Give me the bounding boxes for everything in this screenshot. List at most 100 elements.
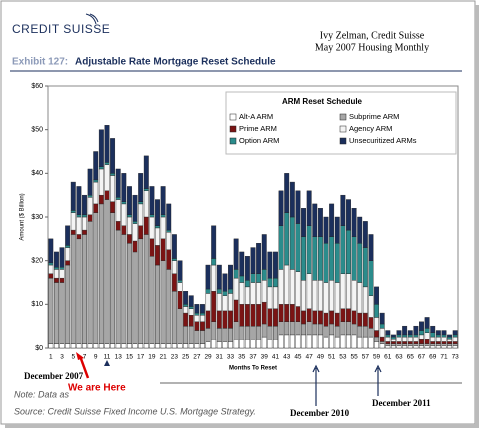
bar-segment (256, 304, 262, 327)
bar-segment (98, 343, 104, 349)
x-tick-label: 15 (126, 354, 134, 361)
bar-segment (267, 308, 273, 327)
bar-segment (110, 212, 116, 344)
bar-segment (413, 343, 419, 347)
bar-segment (126, 234, 132, 244)
bar-segment (121, 234, 127, 344)
bar-segment (435, 343, 441, 347)
bar-segment (278, 190, 284, 226)
bar-segment (273, 325, 278, 340)
bar-segment (334, 242, 340, 283)
bar-segment (362, 336, 368, 349)
x-tick-label: 41 (272, 354, 280, 361)
bar-segment (402, 343, 408, 347)
bar-segment (295, 334, 301, 349)
bar-segment (317, 334, 323, 349)
legend-label: Unsecuritized ARMs (349, 136, 417, 145)
bar-segment (396, 336, 402, 342)
bar-segment (419, 321, 424, 331)
bar-segment (306, 321, 312, 336)
bar-segment (250, 325, 256, 340)
bar-segment (284, 304, 290, 323)
bar-segment (362, 221, 368, 248)
bar-segment (155, 225, 160, 229)
bar-segment (233, 321, 239, 340)
bar-segment (306, 190, 312, 226)
bar-segment (115, 197, 121, 200)
bar-segment (65, 225, 71, 246)
bar-segment (447, 345, 453, 349)
bar-segment (295, 190, 301, 224)
bar-segment (110, 175, 116, 202)
frame-shadow (5, 424, 479, 428)
bar-segment (48, 262, 54, 266)
bar-segment (385, 343, 391, 347)
bar-segment (362, 286, 368, 314)
bar-segment (233, 277, 239, 301)
bar-segment (48, 277, 54, 344)
bar-segment (357, 312, 363, 327)
y-axis-label: Amount ($ Billion) (20, 193, 26, 240)
bar-segment (329, 334, 335, 349)
bar-segment (312, 203, 318, 237)
x-tick-label: 45 (294, 354, 302, 361)
bar-segment (390, 334, 396, 338)
bar-segment (104, 343, 110, 349)
bar-segment (278, 269, 284, 305)
bar-segment (323, 312, 329, 327)
bar-segment (452, 330, 458, 336)
bar-segment (87, 343, 93, 349)
bar-segment (407, 341, 413, 344)
bar-segment (368, 260, 374, 296)
bar-segment (104, 199, 110, 344)
bar-segment (239, 275, 245, 283)
bar-segment (160, 186, 166, 216)
publication: May 2007 Housing Monthly (315, 42, 429, 53)
bar-segment (368, 295, 374, 318)
bar-segment (205, 328, 211, 342)
bar-segment (87, 214, 93, 222)
bar-segment (402, 325, 408, 336)
bar-segment (374, 304, 380, 318)
bar-segment (138, 343, 144, 349)
bar-segment (70, 234, 76, 344)
bar-segment (211, 264, 217, 292)
bar-segment (205, 341, 211, 349)
bar-segment (284, 173, 290, 213)
bar-segment (82, 234, 87, 344)
bar-segment (256, 273, 262, 283)
bar-segment (216, 264, 222, 290)
bar-segment (289, 269, 295, 305)
x-tick-label: 59 (373, 354, 381, 361)
bar-segment (351, 208, 357, 237)
bar-segment (323, 336, 329, 349)
bar-segment (452, 341, 458, 344)
legend-label: Alt-A ARM (239, 112, 273, 121)
x-tick-label: 17 (137, 354, 145, 361)
arrow (374, 364, 382, 396)
bar-segment (121, 203, 127, 226)
bar-segment (379, 323, 385, 329)
bar-segment (435, 330, 441, 336)
bar-segment (452, 334, 458, 338)
x-tick-label: 51 (328, 354, 336, 361)
bar-segment (396, 341, 402, 344)
bar-segment (424, 343, 430, 347)
bar-segment (160, 238, 166, 261)
bar-segment (70, 181, 76, 211)
bar-segment (424, 332, 430, 340)
bar-segment (104, 164, 110, 192)
bar-segment (396, 343, 402, 347)
bar-segment (346, 199, 351, 231)
note: Note: Data as (14, 389, 70, 399)
bar-segment (301, 236, 306, 281)
bar-segment (357, 282, 363, 314)
bar-segment (329, 310, 335, 325)
bar-segment (171, 258, 177, 261)
bar-segment (166, 203, 172, 231)
bar-segment (160, 343, 166, 349)
author: Ivy Zelman, Credit Suisse (320, 30, 425, 41)
bar-segment (312, 236, 318, 281)
bar-segment (452, 343, 458, 347)
